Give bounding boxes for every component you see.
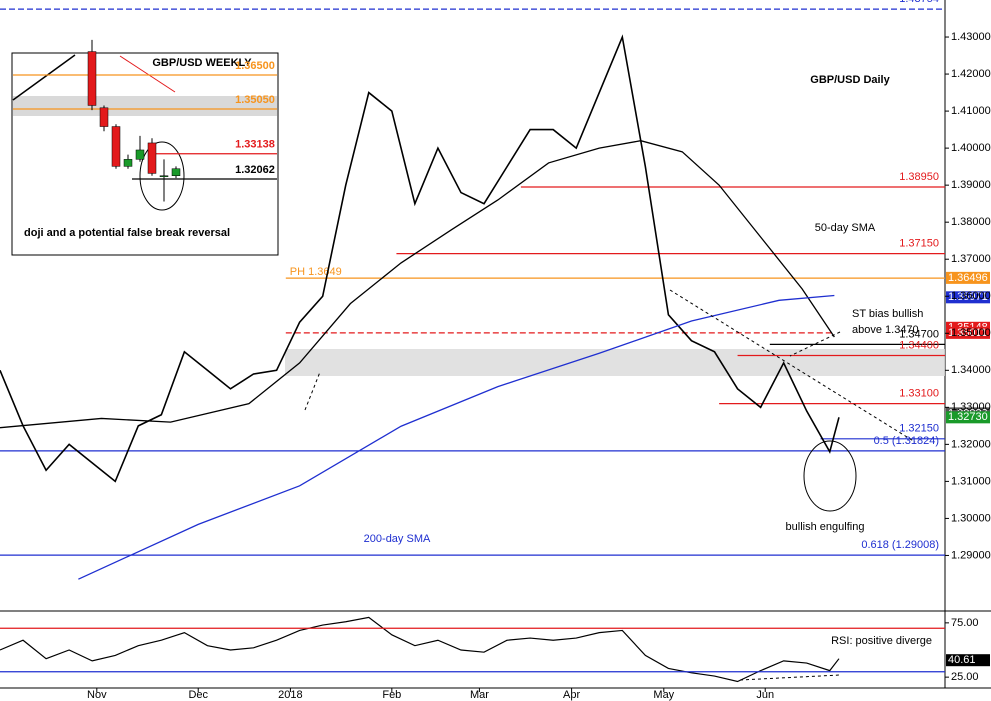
price-line bbox=[0, 34, 840, 483]
x-tick-label: Feb bbox=[382, 689, 401, 701]
rsi-divergence bbox=[739, 674, 841, 681]
inset-ma bbox=[119, 55, 176, 93]
x-tick-label: Jun bbox=[756, 689, 774, 701]
y-tick-label: 1.32000 bbox=[951, 438, 991, 450]
y-tick-label: 1.38000 bbox=[951, 216, 991, 228]
sma-line bbox=[78, 294, 835, 580]
x-tick-label: Apr bbox=[563, 689, 580, 701]
inset-level-label: 1.33138 bbox=[235, 139, 275, 151]
inset-circle bbox=[139, 141, 185, 211]
price-tag bbox=[946, 291, 990, 304]
inset-level-label: 1.32062 bbox=[235, 164, 275, 176]
rsi-line bbox=[0, 616, 840, 683]
level-label: 1.37150 bbox=[899, 238, 939, 250]
inset-trend bbox=[12, 54, 76, 101]
x-tick-label: 2018 bbox=[278, 689, 302, 701]
inset-candle bbox=[171, 168, 181, 176]
inset-candle bbox=[111, 126, 121, 167]
price-tag-label: 1.35971 bbox=[948, 291, 988, 303]
rsi-tag bbox=[946, 654, 990, 667]
y-tick-label: 1.42000 bbox=[951, 68, 991, 80]
annotation: 50-day SMA bbox=[815, 222, 876, 234]
inset-level-label: 1.36500 bbox=[235, 60, 275, 72]
x-tick-label: May bbox=[653, 689, 674, 701]
y-tick-label: 1.37000 bbox=[951, 253, 991, 265]
price-tag bbox=[946, 326, 990, 339]
highlight-circle bbox=[803, 440, 857, 512]
annotation: above 1.3470 bbox=[852, 324, 919, 336]
inset-title: GBP/USD WEEKLY bbox=[152, 57, 252, 69]
annotation: ST bias bullish bbox=[852, 308, 923, 320]
inset-candle bbox=[123, 159, 133, 167]
inset-candle bbox=[147, 142, 157, 174]
inset-level-label: 1.35050 bbox=[235, 94, 275, 106]
level-label: 1.32150 bbox=[899, 423, 939, 435]
x-tick-label: Nov bbox=[87, 689, 107, 701]
y-tick-label: 1.41000 bbox=[951, 105, 991, 117]
y-tick-label: 1.31000 bbox=[951, 475, 991, 487]
annotation: bullish engulfing bbox=[786, 521, 865, 533]
price-tag-label: 1.32730 bbox=[948, 411, 988, 423]
level-label: 0.5 (1.31824) bbox=[874, 435, 939, 447]
inset-candle bbox=[159, 175, 169, 177]
inset-candle bbox=[135, 149, 145, 160]
y-tick-label: 1.39000 bbox=[951, 179, 991, 191]
level-label: 1.38950 bbox=[899, 171, 939, 183]
y-tick-label: 1.30000 bbox=[951, 512, 991, 524]
inset-note: doji and a potential false break reversa… bbox=[24, 227, 230, 239]
trendline bbox=[669, 289, 916, 443]
y-tick-label: 1.35000 bbox=[951, 327, 991, 339]
price-tag bbox=[946, 411, 990, 424]
x-tick-label: Mar bbox=[470, 689, 489, 701]
level-label: 1.34400 bbox=[899, 339, 939, 351]
rsi-label: RSI: positive diverge bbox=[831, 635, 932, 647]
inset-zone bbox=[13, 96, 277, 116]
y-tick-label: 1.29000 bbox=[951, 549, 991, 561]
resistance-zone bbox=[285, 349, 945, 376]
y-tick-label: 1.34000 bbox=[951, 364, 991, 376]
rsi-tick-label: 25.00 bbox=[951, 671, 979, 683]
level-label: 1.33100 bbox=[899, 388, 939, 400]
y-tick-label: 1.43000 bbox=[951, 31, 991, 43]
inset-candle bbox=[99, 107, 109, 127]
y-tick-label: 1.36000 bbox=[951, 290, 991, 302]
level-label: 0.618 (1.29008) bbox=[861, 539, 939, 551]
inset: GBP/USD WEEKLY doji and a potential fals… bbox=[11, 39, 279, 256]
annotation: 200-day SMA bbox=[364, 533, 431, 545]
y-tick-label: 1.40000 bbox=[951, 142, 991, 154]
price-tag-label: 1.36496 bbox=[948, 272, 988, 284]
chart-title: GBP/USD Daily bbox=[810, 74, 890, 86]
rsi-tag-label: 40.61 bbox=[948, 654, 976, 666]
inset-candle bbox=[87, 51, 97, 106]
level-label: 1.43754 bbox=[899, 0, 939, 5]
price-tag bbox=[946, 271, 990, 284]
sma-line bbox=[0, 140, 835, 429]
level-label: PH 1.3649 bbox=[290, 266, 342, 278]
x-tick-label: Dec bbox=[188, 689, 208, 701]
level-label: 1.34700 bbox=[899, 328, 939, 340]
price-tag-label: 1.35011 bbox=[948, 327, 987, 339]
arrow bbox=[304, 371, 321, 411]
rsi-tick-label: 75.00 bbox=[951, 617, 979, 629]
y-tick-label: 1.33000 bbox=[951, 401, 991, 413]
